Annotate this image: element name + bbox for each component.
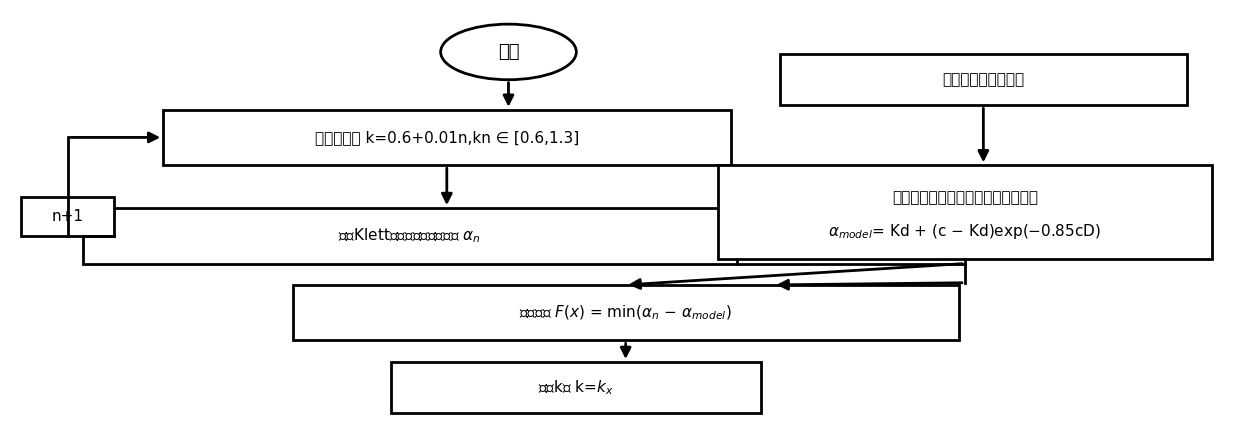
Text: 叶绻素剖面实测数据: 叶绻素剖面实测数据 [943,72,1025,87]
Text: 最优k値 k=$k_x$: 最优k値 k=$k_x$ [539,378,615,397]
FancyBboxPatch shape [719,165,1212,259]
Text: 利用Klett法求解雷达衰减系数 $\alpha_n$: 利用Klett法求解雷达衰减系数 $\alpha_n$ [338,226,481,245]
Text: 收敛条件 $F(x)$ = min($\alpha_n$ − $\alpha_{model}$): 收敛条件 $F(x)$ = min($\alpha_n$ − $\alpha_{… [519,304,732,322]
FancyBboxPatch shape [83,208,737,264]
Text: 利用生物光学模型计算模型衰减系数: 利用生物光学模型计算模型衰减系数 [892,191,1038,206]
FancyBboxPatch shape [292,285,959,340]
FancyBboxPatch shape [164,110,731,165]
Text: n+1: n+1 [52,209,83,224]
Text: 开始: 开始 [498,43,519,61]
FancyBboxPatch shape [392,362,761,413]
FancyBboxPatch shape [779,54,1187,105]
Text: $\alpha_{model}$= Kd + (c − Kd)exp(−0.85cD): $\alpha_{model}$= Kd + (c − Kd)exp(−0.85… [829,222,1101,241]
FancyBboxPatch shape [21,197,114,236]
Text: 设置初始値 k=0.6+0.01n,kn ∈ [0.6,1.3]: 设置初始値 k=0.6+0.01n,kn ∈ [0.6,1.3] [315,130,579,145]
Ellipse shape [441,24,576,80]
